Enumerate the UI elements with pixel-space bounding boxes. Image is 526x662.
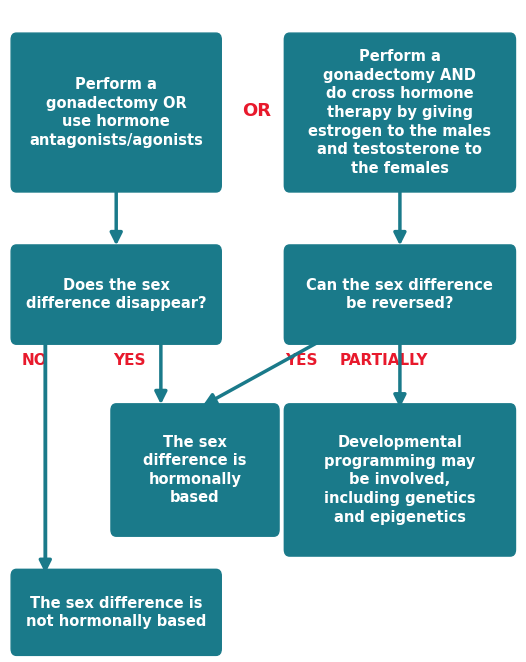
FancyBboxPatch shape	[11, 33, 221, 192]
Text: The sex difference is
not hormonally based: The sex difference is not hormonally bas…	[26, 596, 206, 629]
Text: PARTIALLY: PARTIALLY	[340, 354, 428, 368]
FancyBboxPatch shape	[11, 245, 221, 344]
Text: NO: NO	[22, 354, 48, 368]
FancyBboxPatch shape	[285, 245, 515, 344]
Text: The sex
difference is
hormonally
based: The sex difference is hormonally based	[143, 435, 247, 505]
Text: YES: YES	[285, 354, 317, 368]
FancyBboxPatch shape	[285, 33, 515, 192]
Text: Can the sex difference
be reversed?: Can the sex difference be reversed?	[307, 278, 493, 311]
Text: Perform a
gonadectomy AND
do cross hormone
therapy by giving
estrogen to the mal: Perform a gonadectomy AND do cross hormo…	[308, 49, 491, 176]
FancyBboxPatch shape	[285, 404, 515, 556]
Text: Developmental
programming may
be involved,
including genetics
and epigenetics: Developmental programming may be involve…	[324, 435, 476, 525]
Text: OR: OR	[242, 101, 271, 120]
Text: Does the sex
difference disappear?: Does the sex difference disappear?	[26, 278, 207, 311]
FancyBboxPatch shape	[111, 404, 279, 536]
Text: YES: YES	[113, 354, 146, 368]
Text: Perform a
gonadectomy OR
use hormone
antagonists/agonists: Perform a gonadectomy OR use hormone ant…	[29, 77, 203, 148]
FancyBboxPatch shape	[11, 569, 221, 655]
